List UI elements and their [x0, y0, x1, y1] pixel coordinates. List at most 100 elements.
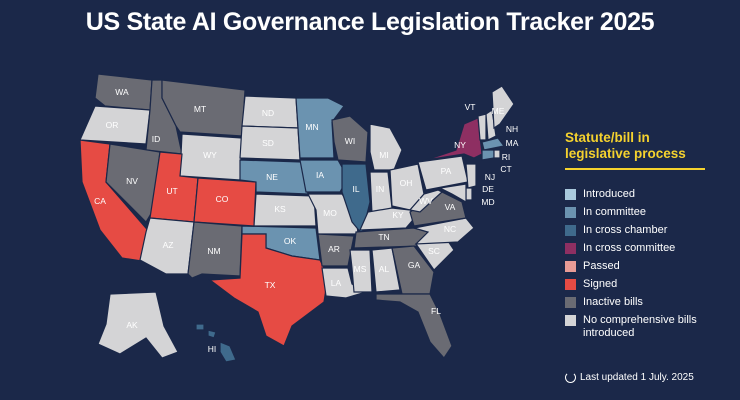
legend-label: In cross committee [583, 242, 676, 254]
legend-label: In committee [583, 206, 646, 218]
legend-swatch [565, 279, 576, 290]
legend-item-cross-chamber: In cross chamber [565, 224, 715, 237]
state-label-nv: NV [126, 176, 138, 186]
state-label-nm: NM [207, 246, 220, 256]
state-label-va: VA [445, 202, 456, 212]
state-label-al: AL [379, 264, 390, 274]
legend-label: Signed [583, 278, 618, 290]
state-label-vt: VT [465, 102, 476, 112]
state-ga[interactable] [391, 245, 435, 295]
state-me[interactable] [491, 85, 515, 130]
state-label-ky: KY [392, 210, 404, 220]
legend-swatch [565, 225, 576, 236]
state-nv[interactable] [105, 143, 161, 223]
state-label-az: AZ [163, 240, 174, 250]
state-label-ok: OK [284, 236, 297, 246]
state-nh[interactable] [485, 108, 497, 141]
state-md[interactable] [438, 183, 467, 204]
state-label-hi: HI [208, 344, 217, 354]
state-label-ms: MS [354, 264, 367, 274]
state-vt[interactable] [477, 113, 487, 141]
state-ky[interactable] [359, 207, 419, 231]
legend-swatch [565, 243, 576, 254]
last-updated: Last updated 1 July. 2025 [565, 372, 694, 383]
legend-label: Inactive bills [583, 296, 643, 308]
state-labels: WA OR CA ID NV MT WY UT AZ CO NM ND SD N… [94, 87, 519, 354]
state-label-ia: IA [316, 170, 324, 180]
state-ma[interactable] [481, 137, 506, 151]
state-label-nd: ND [262, 108, 274, 118]
state-hi[interactable] [195, 323, 237, 363]
state-ak[interactable] [97, 291, 179, 359]
legend-label: Passed [583, 260, 620, 272]
state-ms[interactable] [349, 249, 373, 293]
state-label-mt: MT [194, 104, 206, 114]
state-label-co: CO [216, 194, 229, 204]
state-al[interactable] [371, 247, 401, 293]
legend-title: Statute/bill in legislative process [565, 130, 705, 170]
state-label-wv: WV [419, 196, 433, 206]
state-mt[interactable] [161, 79, 246, 137]
refresh-icon [565, 372, 576, 383]
state-label-sd: SD [262, 138, 274, 148]
state-label-nc: NC [444, 224, 456, 234]
state-label-il: IL [352, 184, 359, 194]
legend-item-none: No comprehensive bills introduced [565, 314, 715, 340]
state-label-ri: RI [502, 152, 511, 162]
state-ri[interactable] [493, 149, 501, 159]
state-label-ne: NE [266, 172, 278, 182]
state-mi[interactable] [369, 123, 403, 171]
legend: Statute/bill in legislative process Intr… [565, 130, 715, 345]
state-label-pa: PA [441, 166, 452, 176]
state-label-wy: WY [203, 150, 217, 160]
legend-item-passed: Passed [565, 260, 715, 273]
state-label-mo: MO [323, 208, 337, 218]
state-label-md: MD [481, 197, 494, 207]
state-label-ma: MA [506, 138, 519, 148]
state-label-ak: AK [126, 320, 138, 330]
state-label-ga: GA [408, 260, 421, 270]
state-label-nh: NH [506, 124, 518, 134]
state-label-tx: TX [265, 280, 276, 290]
state-wv[interactable] [408, 189, 444, 213]
state-ct[interactable] [481, 149, 495, 161]
state-label-wi: WI [345, 136, 355, 146]
state-label-de: DE [482, 184, 494, 194]
state-label-la: LA [331, 278, 342, 288]
state-wi[interactable] [331, 115, 369, 163]
state-label-id: ID [152, 134, 161, 144]
state-label-me: ME [492, 106, 505, 116]
us-map: WA OR CA ID NV MT WY UT AZ CO NM ND SD N… [70, 62, 550, 382]
legend-item-inactive: Inactive bills [565, 296, 715, 309]
state-label-sc: SC [428, 246, 440, 256]
state-fl[interactable] [375, 293, 453, 359]
state-ks[interactable] [253, 193, 317, 227]
state-label-nj: NJ [485, 172, 495, 182]
state-ny[interactable] [425, 117, 483, 161]
legend-item-signed: Signed [565, 278, 715, 291]
legend-swatch [565, 297, 576, 308]
legend-swatch [565, 315, 576, 326]
state-label-in: IN [376, 184, 385, 194]
legend-swatch [565, 207, 576, 218]
state-label-or: OR [106, 120, 119, 130]
state-label-ks: KS [274, 204, 286, 214]
legend-item-introduced: Introduced [565, 188, 715, 201]
state-de[interactable] [465, 187, 473, 201]
state-label-mi: MI [379, 150, 388, 160]
state-label-fl: FL [431, 306, 441, 316]
page-title: US State AI Governance Legislation Track… [85, 8, 655, 36]
state-label-ut: UT [166, 186, 177, 196]
state-tx[interactable] [208, 233, 329, 347]
state-label-ct: CT [500, 164, 511, 174]
state-nj[interactable] [465, 163, 477, 189]
last-updated-text: Last updated 1 July. 2025 [580, 372, 694, 383]
legend-swatch [565, 261, 576, 272]
state-ar[interactable] [317, 233, 355, 267]
legend-item-committee: In committee [565, 206, 715, 219]
us-map-svg: WA OR CA ID NV MT WY UT AZ CO NM ND SD N… [79, 73, 519, 363]
state-label-wa: WA [115, 87, 129, 97]
legend-label: In cross chamber [583, 224, 668, 236]
state-mn[interactable] [295, 97, 345, 159]
state-label-tn: TN [378, 232, 389, 242]
